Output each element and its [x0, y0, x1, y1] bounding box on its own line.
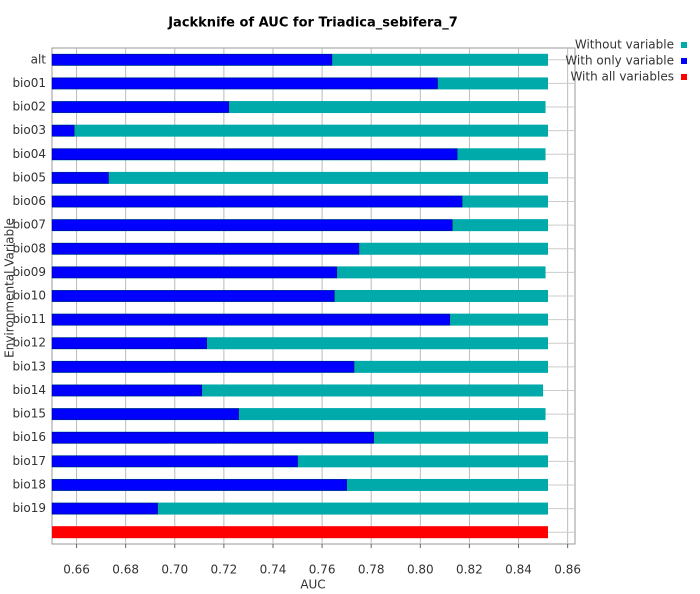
bar [51, 337, 207, 349]
y-tick-label: bio04 [12, 147, 46, 161]
bar [51, 479, 347, 491]
y-tick-label: bio13 [12, 359, 46, 373]
y-tick-label: alt [31, 52, 47, 66]
legend-label: With all variables [570, 70, 674, 84]
bar [51, 266, 338, 279]
y-tick-label: bio11 [12, 312, 46, 326]
bar [51, 502, 158, 515]
y-tick-label: bio09 [12, 265, 46, 279]
bar [52, 502, 548, 515]
bar [51, 455, 298, 468]
legend-swatch [681, 42, 687, 48]
bar [51, 313, 451, 326]
y-tick-label: bio02 [12, 100, 46, 114]
x-tick-label: 0.76 [309, 563, 336, 577]
x-tick-label: 0.82 [456, 563, 483, 577]
y-tick-label: bio03 [12, 123, 46, 137]
x-axis-label: AUC [300, 578, 325, 592]
bar [51, 219, 453, 231]
x-tick-label: 0.72 [211, 563, 238, 577]
y-tick-label: bio01 [12, 76, 46, 90]
y-tick-label: bio06 [12, 194, 46, 208]
legend-swatch [681, 74, 687, 80]
y-axis-label: Environmental Variable [3, 218, 17, 358]
bar [51, 243, 360, 255]
bar [51, 384, 203, 397]
bar [51, 290, 335, 302]
y-tick-label: bio16 [12, 430, 46, 444]
x-tick-label: 0.66 [63, 563, 90, 577]
x-tick-label: 0.84 [505, 563, 532, 577]
chart-title: Jackknife of AUC for Triadica_sebifera_7 [167, 16, 458, 31]
bar [51, 361, 355, 373]
x-tick-label: 0.70 [161, 563, 188, 577]
y-tick-label: bio07 [12, 218, 46, 232]
x-tick-label: 0.78 [358, 563, 385, 577]
bar [52, 526, 548, 539]
bar [51, 195, 463, 208]
bar [51, 172, 109, 184]
y-tick-label: bio17 [12, 454, 46, 468]
y-tick-label: bio19 [12, 501, 46, 515]
y-tick-label: bio15 [12, 407, 46, 421]
x-tick-label: 0.68 [112, 563, 139, 577]
legend-label: Without variable [575, 38, 674, 52]
x-tick-label: 0.74 [260, 563, 287, 577]
legend-swatch [681, 58, 687, 64]
bar [51, 408, 239, 420]
bar [51, 54, 333, 66]
bar [51, 101, 230, 113]
x-tick-label: 0.86 [554, 563, 581, 577]
bar [52, 124, 548, 137]
y-tick-label: bio18 [12, 477, 46, 491]
y-tick-label: bio05 [12, 170, 46, 184]
y-tick-label: bio08 [12, 241, 46, 255]
x-tick-label: 0.80 [407, 563, 434, 577]
y-tick-label: bio10 [12, 289, 46, 303]
bar [51, 148, 458, 161]
bar [51, 431, 374, 444]
y-tick-label: bio14 [12, 383, 46, 397]
legend-label: With only variable [565, 54, 674, 68]
bar [52, 171, 548, 184]
y-tick-label: bio12 [12, 336, 46, 350]
bar [51, 124, 75, 137]
bar [51, 77, 438, 90]
